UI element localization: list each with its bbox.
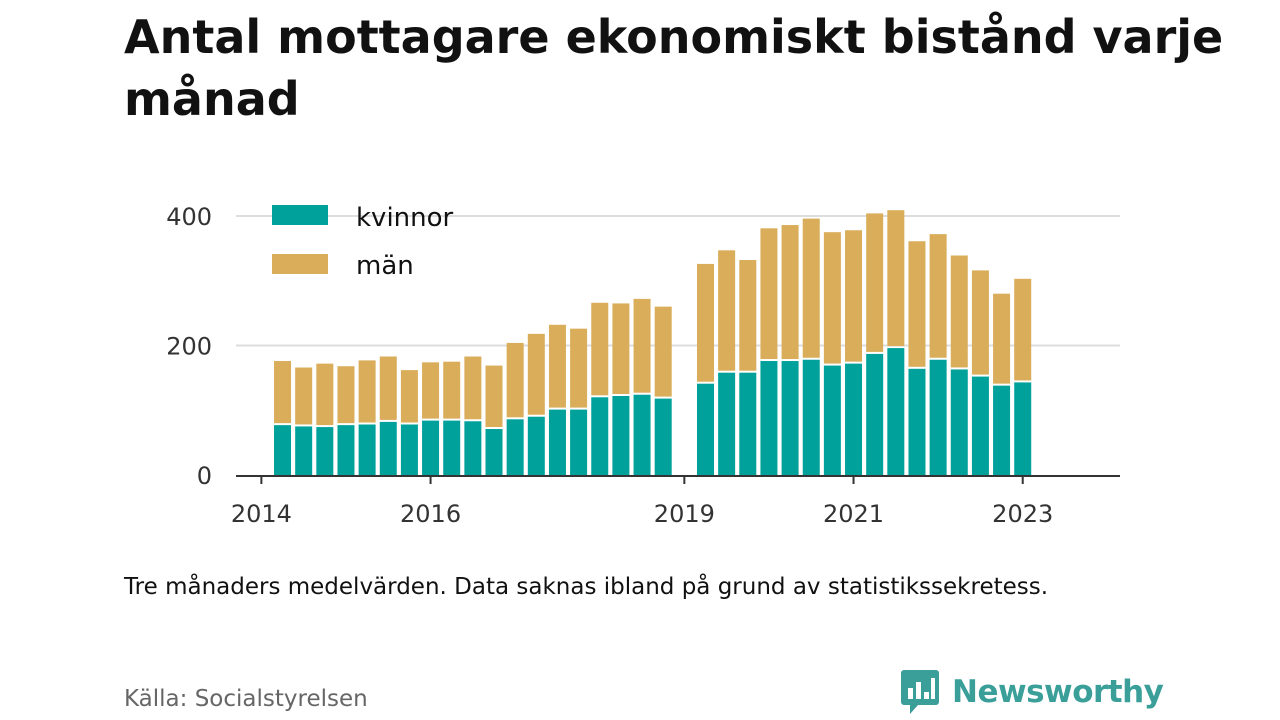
bar-man [485, 365, 503, 428]
chart-note: Tre månaders medelvärden. Data saknas ib… [124, 574, 1049, 600]
bar-man [802, 218, 820, 358]
y-tick-label: 0 [197, 462, 212, 490]
bar-kvinnor [400, 424, 418, 475]
bar-kvinnor [845, 363, 863, 475]
bar-man [633, 298, 651, 393]
bar-kvinnor [908, 368, 926, 475]
x-tick-label: 2016 [400, 500, 461, 528]
bar-man [993, 293, 1011, 384]
bar-kvinnor [739, 372, 757, 475]
bar-kvinnor [1014, 382, 1032, 475]
bar-man [295, 367, 313, 425]
bar-kvinnor [274, 425, 292, 475]
bar-man [823, 232, 841, 364]
bar-kvinnor [379, 421, 397, 475]
bar-kvinnor [993, 385, 1011, 475]
bar-man [358, 360, 376, 423]
newsworthy-logo-icon [901, 670, 939, 714]
source-text: Källa: Socialstyrelsen [124, 686, 368, 712]
stacked-bar-chart: 0 200 400 2014 2016 2019 2021 2023 kvinnor män [166, 203, 1120, 528]
bar-man [527, 333, 545, 415]
bar-man [464, 356, 482, 420]
bar-man [887, 210, 905, 347]
bar-man [506, 342, 524, 418]
x-tick-label: 2021 [823, 500, 884, 528]
x-tick-label: 2019 [654, 500, 715, 528]
bar-man [591, 302, 609, 396]
bar-kvinnor [760, 361, 778, 475]
bar-man [781, 225, 799, 360]
bar-kvinnor [866, 353, 884, 475]
bar-kvinnor [654, 398, 672, 475]
bar-kvinnor [823, 365, 841, 475]
legend-label-kvinnor: kvinnor [356, 203, 454, 233]
bar-kvinnor [950, 369, 968, 475]
bar-kvinnor [295, 426, 313, 475]
legend-label-man: män [356, 251, 414, 281]
brand-logo: Newsworthy [900, 668, 1164, 716]
bars [274, 210, 1032, 475]
legend: kvinnor män [272, 203, 454, 281]
bar-man [422, 362, 440, 419]
bar-man [654, 306, 672, 397]
y-axis-ticks: 0 200 400 [166, 203, 212, 490]
bar-man [548, 324, 566, 408]
bar-kvinnor [443, 420, 461, 475]
bar-kvinnor [718, 372, 736, 475]
bar-kvinnor [422, 420, 440, 475]
bar-man [316, 363, 334, 426]
bar-man [570, 328, 588, 408]
bar-kvinnor [570, 409, 588, 475]
bar-man [443, 361, 461, 419]
bar-man [739, 260, 757, 371]
bar-man [971, 270, 989, 375]
bar-kvinnor [316, 427, 334, 475]
bar-man [379, 356, 397, 420]
bar-kvinnor [696, 383, 714, 475]
bar-kvinnor [548, 409, 566, 475]
bar-man [400, 370, 418, 423]
bar-kvinnor [971, 376, 989, 475]
bar-man [760, 228, 778, 360]
bar-man [718, 250, 736, 371]
x-axis-ticks: 2014 2016 2019 2021 2023 [231, 476, 1053, 528]
bar-kvinnor [337, 425, 355, 475]
bar-kvinnor [929, 359, 947, 475]
bar-man [929, 234, 947, 358]
y-tick-label: 400 [166, 203, 212, 231]
bar-man [696, 263, 714, 382]
bar-man [274, 361, 292, 424]
bar-kvinnor [358, 424, 376, 475]
bar-kvinnor [591, 397, 609, 475]
bar-kvinnor [527, 416, 545, 475]
x-tick-label: 2014 [231, 500, 292, 528]
chart-title: Antal mottagare ekonomiskt bistånd varje… [124, 10, 1224, 126]
x-tick-label: 2023 [992, 500, 1053, 528]
bar-man [1014, 278, 1032, 381]
bar-man [845, 230, 863, 362]
bar-kvinnor [485, 429, 503, 475]
bar-kvinnor [887, 348, 905, 475]
y-tick-label: 200 [166, 333, 212, 361]
legend-swatch-kvinnor [272, 205, 328, 225]
bar-kvinnor [781, 361, 799, 475]
bar-kvinnor [464, 421, 482, 475]
bar-kvinnor [802, 359, 820, 475]
bar-kvinnor [612, 396, 630, 475]
bar-man [866, 213, 884, 352]
bar-kvinnor [506, 419, 524, 475]
bar-man [337, 366, 355, 424]
legend-swatch-man [272, 254, 328, 274]
bar-man [908, 241, 926, 367]
brand-name: Newsworthy [952, 674, 1164, 710]
bar-man [612, 303, 630, 395]
bar-kvinnor [633, 394, 651, 475]
bar-man [950, 255, 968, 368]
